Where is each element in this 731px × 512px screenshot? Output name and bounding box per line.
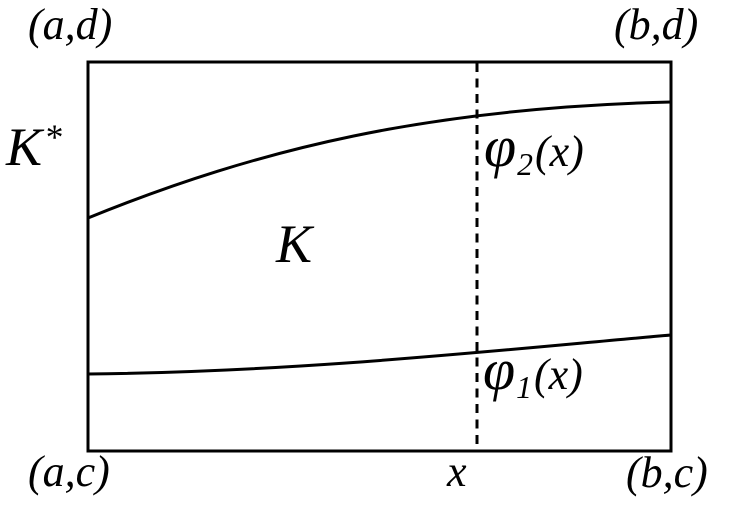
upper-curve-subscript: 2 (517, 146, 533, 182)
upper-curve-argument: (x) (534, 127, 584, 176)
outer-region-superscript-star: * (44, 117, 62, 157)
lower-curve-subscript: 1 (516, 369, 532, 405)
upper-curve-label: φ2(x) (484, 117, 584, 182)
rectangle-border (86, 60, 673, 453)
corner-label-bottom-right: (b,c) (626, 448, 708, 497)
corner-label-top-left: (a,d) (28, 0, 113, 49)
lower-curve-label: φ1(x) (483, 340, 583, 405)
x-axis-point-label: x (447, 447, 467, 496)
outer-region-base: K (6, 117, 43, 178)
outer-region-label: K* (6, 117, 62, 178)
lower-curve-argument: (x) (533, 350, 583, 399)
upper-curve-phi-symbol: φ (484, 114, 517, 179)
inner-region-label: K (276, 214, 313, 274)
lower-curve-phi-symbol: φ (483, 337, 516, 402)
lower-curve-phi1 (87, 333, 672, 376)
corner-label-bottom-left: (a,c) (28, 447, 110, 496)
upper-curve-phi2 (87, 100, 672, 220)
corner-label-top-right: (b,d) (614, 0, 699, 49)
